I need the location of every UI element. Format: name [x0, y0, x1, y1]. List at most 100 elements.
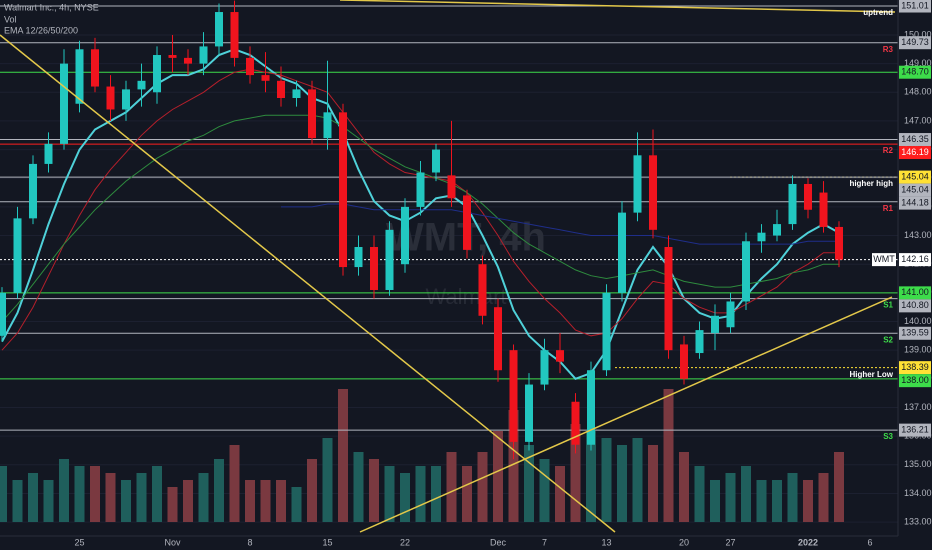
volume-bar [105, 473, 116, 522]
level-tag: R1 [883, 204, 894, 213]
candle-body [261, 75, 270, 81]
level-box [899, 253, 931, 267]
level-label: 139.59 [901, 328, 929, 338]
candle-body [339, 112, 347, 268]
candle-body [757, 232, 766, 242]
level-tag: R2 [883, 146, 894, 155]
indicator-label: Vol [4, 14, 17, 24]
candle-body [122, 89, 130, 110]
volume-bar [276, 480, 286, 522]
level-label: 144.18 [901, 197, 929, 207]
volume-bar [539, 459, 550, 522]
volume-bar [260, 480, 271, 522]
level-label: 146.35 [901, 134, 929, 144]
level-box [899, 326, 931, 340]
level-tag: S3 [883, 432, 893, 441]
volume-bar [803, 480, 813, 522]
candle-body [664, 247, 673, 351]
level-label: 142.16 [901, 254, 929, 264]
candle-body [137, 80, 146, 90]
volume-bar [369, 459, 379, 522]
y-tick-label: 139.00 [904, 345, 932, 355]
candle-body [509, 350, 518, 442]
level-tag: S1 [883, 301, 893, 310]
level-label: 138.00 [901, 375, 929, 385]
candle-body [494, 307, 502, 371]
candle-body [308, 89, 316, 139]
level-tag: R3 [883, 45, 894, 54]
level-box [899, 146, 931, 160]
candle-body [726, 301, 735, 328]
candle-body [525, 384, 533, 442]
volume-bar [90, 466, 100, 522]
volume-bar [43, 480, 54, 522]
x-tick-label: 22 [400, 537, 410, 547]
candle-body [695, 330, 704, 354]
trendline [0, 34, 616, 533]
candle-body [292, 89, 301, 99]
candle-body [153, 55, 161, 93]
y-tick-label: 149.00 [904, 58, 932, 68]
candle-body [60, 63, 68, 144]
volume-bar [167, 487, 178, 522]
candle-body [680, 344, 688, 379]
x-tick-label: 13 [601, 537, 611, 547]
volume-bar [431, 466, 441, 522]
candle-body [401, 206, 409, 265]
volume-bar [617, 445, 627, 522]
level-tag: higher high [849, 179, 893, 188]
candle-body [711, 315, 719, 333]
candle-body [0, 292, 6, 336]
candle-body [432, 149, 440, 173]
level-tag: Higher Low [849, 370, 893, 379]
candle-body [215, 12, 223, 47]
y-tick-label: 150.00 [904, 29, 932, 39]
level-box [899, 361, 931, 375]
volume-bar [741, 466, 751, 522]
trendlines [0, 0, 896, 533]
candle-body [835, 226, 843, 260]
x-tick-label: 6 [867, 537, 872, 547]
candle-body [246, 57, 254, 76]
level-label: 151.01 [901, 0, 929, 10]
candle-body [13, 218, 22, 293]
level-label: 145.04 [901, 171, 929, 181]
candle-body [168, 55, 177, 58]
candle-body [587, 370, 595, 445]
candle-body [788, 183, 797, 225]
candle-body [540, 350, 549, 385]
candle-body [29, 163, 37, 219]
level-box [899, 423, 931, 437]
candle-body [478, 264, 487, 316]
candle-body [773, 224, 781, 236]
volume-bar [229, 445, 240, 522]
y-tick-label: 140.00 [904, 316, 932, 326]
level-tag: S2 [883, 335, 893, 344]
volume-bar [121, 480, 131, 522]
volume-bar [74, 466, 85, 522]
level-label: 136.21 [901, 424, 929, 434]
y-tick-label: 135.00 [904, 459, 932, 469]
level-box [899, 36, 931, 50]
volume-bar [28, 473, 38, 522]
volume-bar [245, 480, 255, 522]
level-box [899, 299, 931, 313]
candle-body [447, 175, 456, 199]
volume-bar [12, 480, 23, 522]
volume-bar [725, 473, 736, 522]
candle-body [106, 86, 115, 110]
level-tag: uptrend [863, 8, 893, 17]
candle-body [804, 183, 812, 210]
x-tick-label: 25 [74, 537, 84, 547]
y-tick-label: 134.00 [904, 488, 932, 498]
x-tick-label: 27 [725, 537, 735, 547]
volume-bar [834, 452, 844, 522]
level-label: 145.04 [901, 184, 929, 194]
candle-body [618, 212, 626, 293]
level-label: 148.70 [901, 67, 929, 77]
x-tick-label: Dec [490, 537, 507, 547]
x-tick-label: 2022 [798, 537, 818, 547]
level-labels: uptrend R3 R2 higher high R1 WMT S1 S2 Higher Lo… [849, 0, 931, 441]
